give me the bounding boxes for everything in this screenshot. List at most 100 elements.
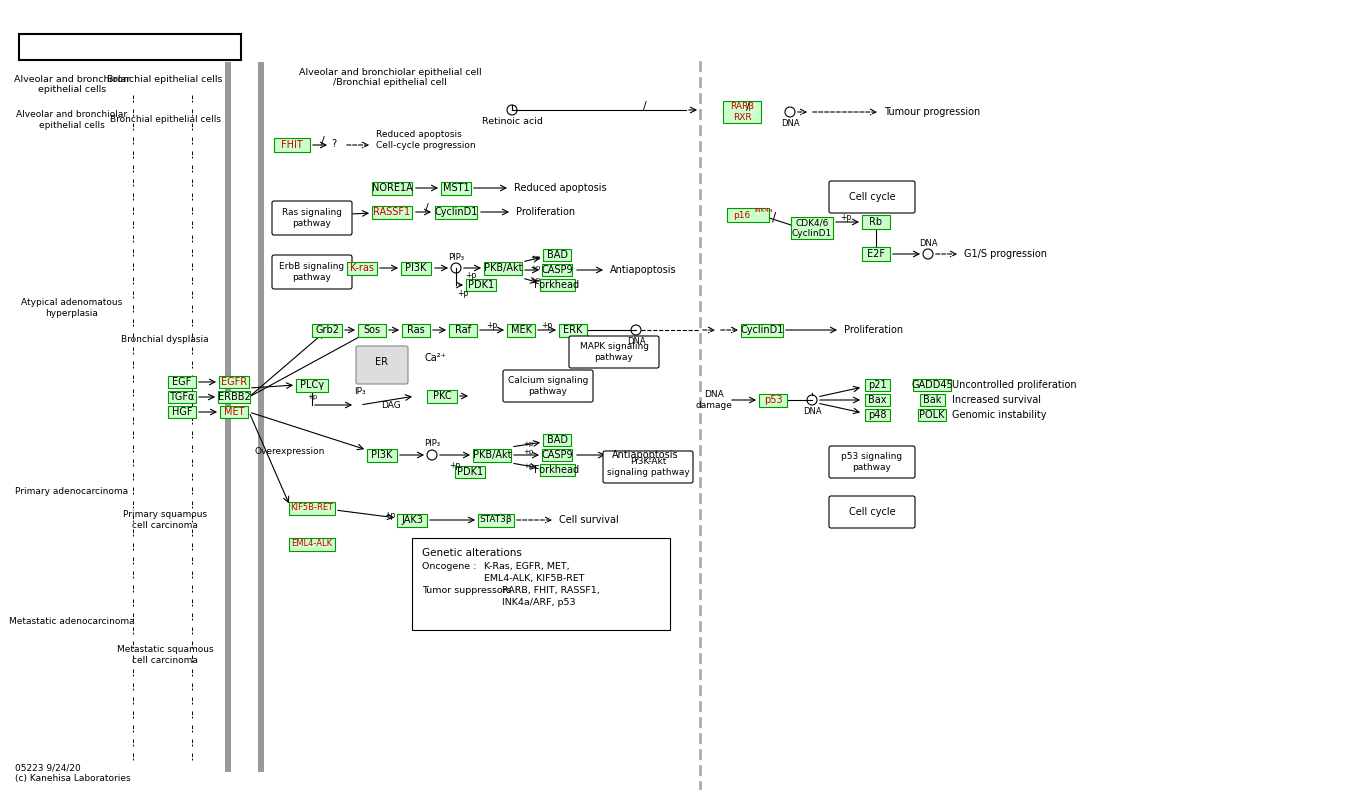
FancyBboxPatch shape xyxy=(543,434,570,446)
FancyBboxPatch shape xyxy=(426,389,458,402)
Text: Sos: Sos xyxy=(364,325,380,335)
Text: Increased survival: Increased survival xyxy=(952,395,1042,405)
Text: PKC: PKC xyxy=(433,391,451,401)
FancyBboxPatch shape xyxy=(401,261,430,274)
Text: Alveolar and bronchiolar epithelial cell
/Bronchial epithelial cell: Alveolar and bronchiolar epithelial cell… xyxy=(299,68,481,88)
Text: INK4a: INK4a xyxy=(754,208,773,213)
FancyBboxPatch shape xyxy=(359,323,386,337)
Text: MEK: MEK xyxy=(511,325,531,335)
Text: Primary adenocarcinoma: Primary adenocarcinoma xyxy=(15,487,129,496)
Text: Alveolar and bronchiolar
epithelial cells: Alveolar and bronchiolar epithelial cell… xyxy=(14,75,130,94)
Text: CDK4/6
CyclinD1: CDK4/6 CyclinD1 xyxy=(792,218,832,238)
Text: Ca²⁺: Ca²⁺ xyxy=(424,353,445,363)
Text: ERBB2: ERBB2 xyxy=(217,392,250,402)
Text: RASSF1: RASSF1 xyxy=(373,207,410,217)
Bar xyxy=(411,538,669,630)
FancyBboxPatch shape xyxy=(219,376,249,388)
Text: POLK: POLK xyxy=(919,410,945,420)
Text: Proliferation: Proliferation xyxy=(845,325,903,335)
Text: /: / xyxy=(425,203,429,213)
Text: +p: +p xyxy=(466,272,477,280)
FancyBboxPatch shape xyxy=(220,406,249,418)
Text: +p: +p xyxy=(449,461,460,469)
Text: INK4a/ARF, p53: INK4a/ARF, p53 xyxy=(502,598,576,607)
Text: PI3K: PI3K xyxy=(405,263,426,273)
Text: +p: +p xyxy=(530,265,540,271)
FancyBboxPatch shape xyxy=(569,336,659,368)
FancyBboxPatch shape xyxy=(168,406,196,418)
Text: +p: +p xyxy=(307,394,318,400)
Text: Overexpression: Overexpression xyxy=(255,447,325,457)
Text: Cell cycle: Cell cycle xyxy=(849,507,895,517)
Text: K-Ras, EGFR, MET,: K-Ras, EGFR, MET, xyxy=(483,562,569,571)
Text: DNA: DNA xyxy=(919,239,937,249)
FancyBboxPatch shape xyxy=(603,451,693,483)
Text: Retinoic acid: Retinoic acid xyxy=(482,118,542,126)
FancyBboxPatch shape xyxy=(455,466,485,478)
Text: ?: ? xyxy=(331,139,337,149)
Text: DNA: DNA xyxy=(803,408,822,416)
Text: TGFα: TGFα xyxy=(170,392,194,402)
Text: DNA
damage: DNA damage xyxy=(695,390,732,410)
Text: Metastatic adenocarcinoma: Metastatic adenocarcinoma xyxy=(10,618,134,626)
Text: Genomic instability: Genomic instability xyxy=(952,410,1047,420)
Text: Oncogene :: Oncogene : xyxy=(422,562,477,571)
FancyBboxPatch shape xyxy=(542,264,572,276)
Bar xyxy=(19,34,240,60)
Text: NORE1A: NORE1A xyxy=(372,183,413,193)
Text: +p: +p xyxy=(530,255,540,261)
Text: PIP₃: PIP₃ xyxy=(424,438,440,447)
Text: Grb2: Grb2 xyxy=(315,325,340,335)
Text: DAG: DAG xyxy=(382,401,401,409)
Text: ER: ER xyxy=(376,357,388,367)
FancyBboxPatch shape xyxy=(507,323,535,337)
FancyBboxPatch shape xyxy=(219,391,250,403)
Text: NON-SMALL CELL LUNG CANCER: NON-SMALL CELL LUNG CANCER xyxy=(23,40,236,54)
FancyBboxPatch shape xyxy=(402,323,430,337)
FancyBboxPatch shape xyxy=(478,514,513,526)
Text: GADD45: GADD45 xyxy=(911,380,953,390)
Text: /: / xyxy=(644,101,646,111)
Text: +p: +p xyxy=(542,321,553,329)
Text: Pi3K-Akt
signaling pathway: Pi3K-Akt signaling pathway xyxy=(607,457,690,476)
Text: Calcium signaling
pathway: Calcium signaling pathway xyxy=(508,376,588,396)
Text: STAT3β: STAT3β xyxy=(479,516,512,525)
FancyBboxPatch shape xyxy=(919,394,945,406)
Text: BAD: BAD xyxy=(546,435,568,445)
Text: p53: p53 xyxy=(763,395,782,405)
Text: Reduced apoptosis: Reduced apoptosis xyxy=(513,183,607,193)
FancyBboxPatch shape xyxy=(274,138,310,152)
FancyBboxPatch shape xyxy=(367,449,397,461)
FancyBboxPatch shape xyxy=(312,323,342,337)
FancyBboxPatch shape xyxy=(913,379,951,391)
FancyBboxPatch shape xyxy=(741,323,784,337)
FancyBboxPatch shape xyxy=(466,279,496,291)
Text: Tumor suppressors :: Tumor suppressors : xyxy=(422,586,517,595)
Text: PDK1: PDK1 xyxy=(469,280,494,290)
Text: Forkhead: Forkhead xyxy=(535,280,580,290)
FancyBboxPatch shape xyxy=(272,255,352,289)
Text: Cell survival: Cell survival xyxy=(559,515,619,525)
Text: MAPK signaling
pathway: MAPK signaling pathway xyxy=(580,342,649,362)
Text: IP₃: IP₃ xyxy=(354,388,365,397)
Text: Proliferation: Proliferation xyxy=(516,207,576,217)
FancyBboxPatch shape xyxy=(168,376,196,388)
FancyBboxPatch shape xyxy=(502,370,593,402)
FancyBboxPatch shape xyxy=(543,249,570,261)
FancyBboxPatch shape xyxy=(559,323,587,337)
Text: p48: p48 xyxy=(868,410,887,420)
FancyBboxPatch shape xyxy=(483,261,521,274)
Text: +p: +p xyxy=(523,463,534,469)
FancyBboxPatch shape xyxy=(435,205,477,219)
Text: DNA: DNA xyxy=(781,119,800,129)
Text: p21: p21 xyxy=(868,380,887,390)
Text: p53 signaling
pathway: p53 signaling pathway xyxy=(842,453,903,472)
Text: Antiapoptosis: Antiapoptosis xyxy=(610,265,676,275)
Text: JAK3: JAK3 xyxy=(401,515,422,525)
FancyBboxPatch shape xyxy=(727,208,769,222)
FancyBboxPatch shape xyxy=(441,182,471,194)
Text: Ras signaling
pathway: Ras signaling pathway xyxy=(282,209,342,228)
FancyBboxPatch shape xyxy=(865,379,889,391)
Text: Rb: Rb xyxy=(869,217,883,227)
Text: +p: +p xyxy=(486,321,497,329)
